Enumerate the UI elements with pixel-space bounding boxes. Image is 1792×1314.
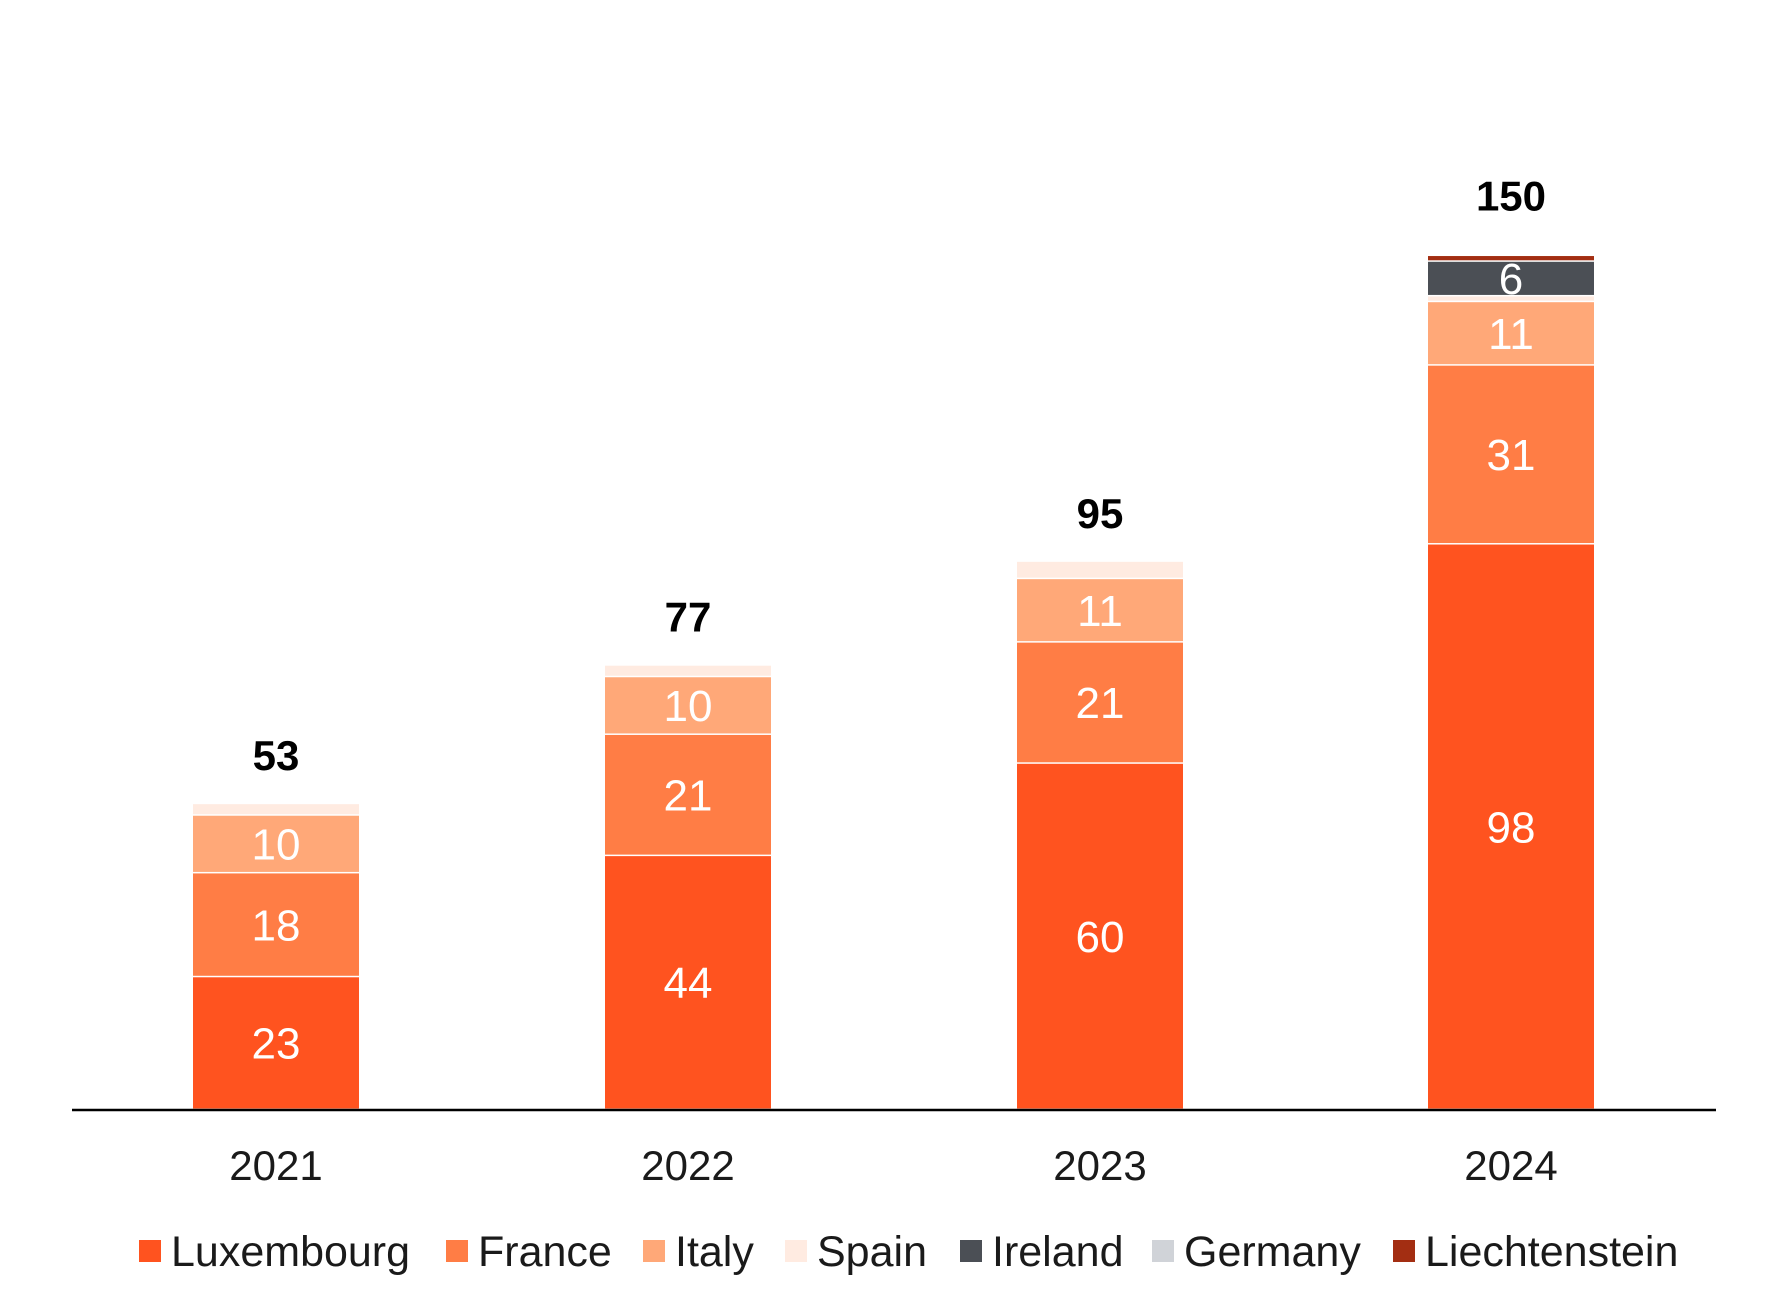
bar-segment-italy-2023 bbox=[1017, 579, 1183, 642]
legend-item-france: France bbox=[446, 1228, 612, 1276]
segment-label-luxembourg-2022: 44 bbox=[664, 959, 713, 1008]
legend-item-germany: Germany bbox=[1152, 1228, 1361, 1276]
bar-segment-spain-2021 bbox=[193, 804, 359, 815]
bar-segment-luxembourg-2024 bbox=[1428, 544, 1594, 1109]
x-tick-label-2021: 2021 bbox=[229, 1142, 322, 1189]
bars-group bbox=[193, 256, 1594, 1109]
bar-segment-france-2023 bbox=[1017, 642, 1183, 763]
segment-label-france-2022: 21 bbox=[664, 772, 713, 821]
legend: Luxembourg France Italy Spain Ireland Germany… bbox=[139, 1228, 1678, 1276]
bar-segment-france-2021 bbox=[193, 873, 359, 976]
legend-swatch-france bbox=[446, 1240, 468, 1262]
legend-label-spain: Spain bbox=[817, 1228, 927, 1276]
legend-item-italy: Italy bbox=[643, 1228, 754, 1276]
legend-swatch-spain bbox=[785, 1240, 807, 1262]
legend-label-ireland: Ireland bbox=[992, 1228, 1123, 1276]
segment-label-luxembourg-2021: 23 bbox=[252, 1020, 301, 1069]
legend-label-italy: Italy bbox=[675, 1228, 754, 1276]
total-label-2021: 53 bbox=[253, 732, 300, 779]
segment-label-italy-2024: 11 bbox=[1488, 310, 1534, 359]
bar-segment-liechtenstein-2024 bbox=[1428, 256, 1594, 261]
total-label-2022: 77 bbox=[665, 594, 712, 641]
segment-label-italy-2021: 10 bbox=[252, 821, 301, 870]
x-tick-labels-group: 2021 2022 2023 2024 bbox=[229, 1142, 1557, 1189]
bar-segment-luxembourg-2023 bbox=[1017, 763, 1183, 1109]
segment-label-france-2023: 21 bbox=[1076, 679, 1125, 728]
legend-label-liechtenstein: Liechtenstein bbox=[1425, 1228, 1678, 1276]
total-label-2024: 150 bbox=[1476, 173, 1546, 220]
legend-item-ireland: Ireland bbox=[960, 1228, 1123, 1276]
bar-segment-ireland-2024 bbox=[1428, 261, 1594, 295]
x-tick-label-2022: 2022 bbox=[641, 1142, 734, 1189]
legend-label-luxembourg: Luxembourg bbox=[171, 1228, 410, 1276]
legend-swatch-liechtenstein bbox=[1393, 1240, 1415, 1262]
legend-swatch-italy bbox=[643, 1240, 665, 1262]
segment-label-luxembourg-2024: 98 bbox=[1487, 803, 1536, 852]
bar-segment-spain-2024 bbox=[1428, 296, 1594, 301]
total-label-2023: 95 bbox=[1077, 490, 1124, 537]
bar-segment-france-2022 bbox=[605, 734, 771, 855]
bar-segment-italy-2022 bbox=[605, 677, 771, 734]
segment-label-luxembourg-2023: 60 bbox=[1076, 913, 1125, 962]
legend-item-luxembourg: Luxembourg bbox=[139, 1228, 410, 1276]
legend-label-france: France bbox=[478, 1228, 612, 1276]
bar-segment-italy-2024 bbox=[1428, 302, 1594, 365]
legend-label-germany: Germany bbox=[1184, 1228, 1361, 1276]
segment-label-italy-2023: 11 bbox=[1077, 587, 1123, 636]
legend-swatch-luxembourg bbox=[139, 1240, 161, 1262]
legend-swatch-germany bbox=[1152, 1240, 1174, 1262]
segment-label-france-2024: 31 bbox=[1487, 431, 1536, 480]
x-tick-label-2024: 2024 bbox=[1464, 1142, 1557, 1189]
segment-label-italy-2022: 10 bbox=[664, 682, 713, 731]
bar-segment-luxembourg-2022 bbox=[605, 856, 771, 1109]
legend-item-spain: Spain bbox=[785, 1228, 927, 1276]
bar-segment-france-2024 bbox=[1428, 365, 1594, 544]
bar-segment-luxembourg-2021 bbox=[193, 977, 359, 1109]
segment-label-france-2021: 18 bbox=[252, 901, 301, 950]
bar-segment-spain-2023 bbox=[1017, 561, 1183, 578]
total-labels-group: 53 77 95 150 bbox=[253, 173, 1546, 780]
segment-label-ireland-2024: 6 bbox=[1499, 255, 1523, 304]
x-tick-label-2023: 2023 bbox=[1053, 1142, 1146, 1189]
segment-labels-group: 23 18 10 44 21 10 60 21 11 98 31 11 6 bbox=[252, 255, 1536, 1069]
legend-item-liechtenstein: Liechtenstein bbox=[1393, 1228, 1678, 1276]
legend-swatch-ireland bbox=[960, 1240, 982, 1262]
bar-segment-italy-2021 bbox=[193, 815, 359, 872]
bar-segment-spain-2022 bbox=[605, 665, 771, 676]
